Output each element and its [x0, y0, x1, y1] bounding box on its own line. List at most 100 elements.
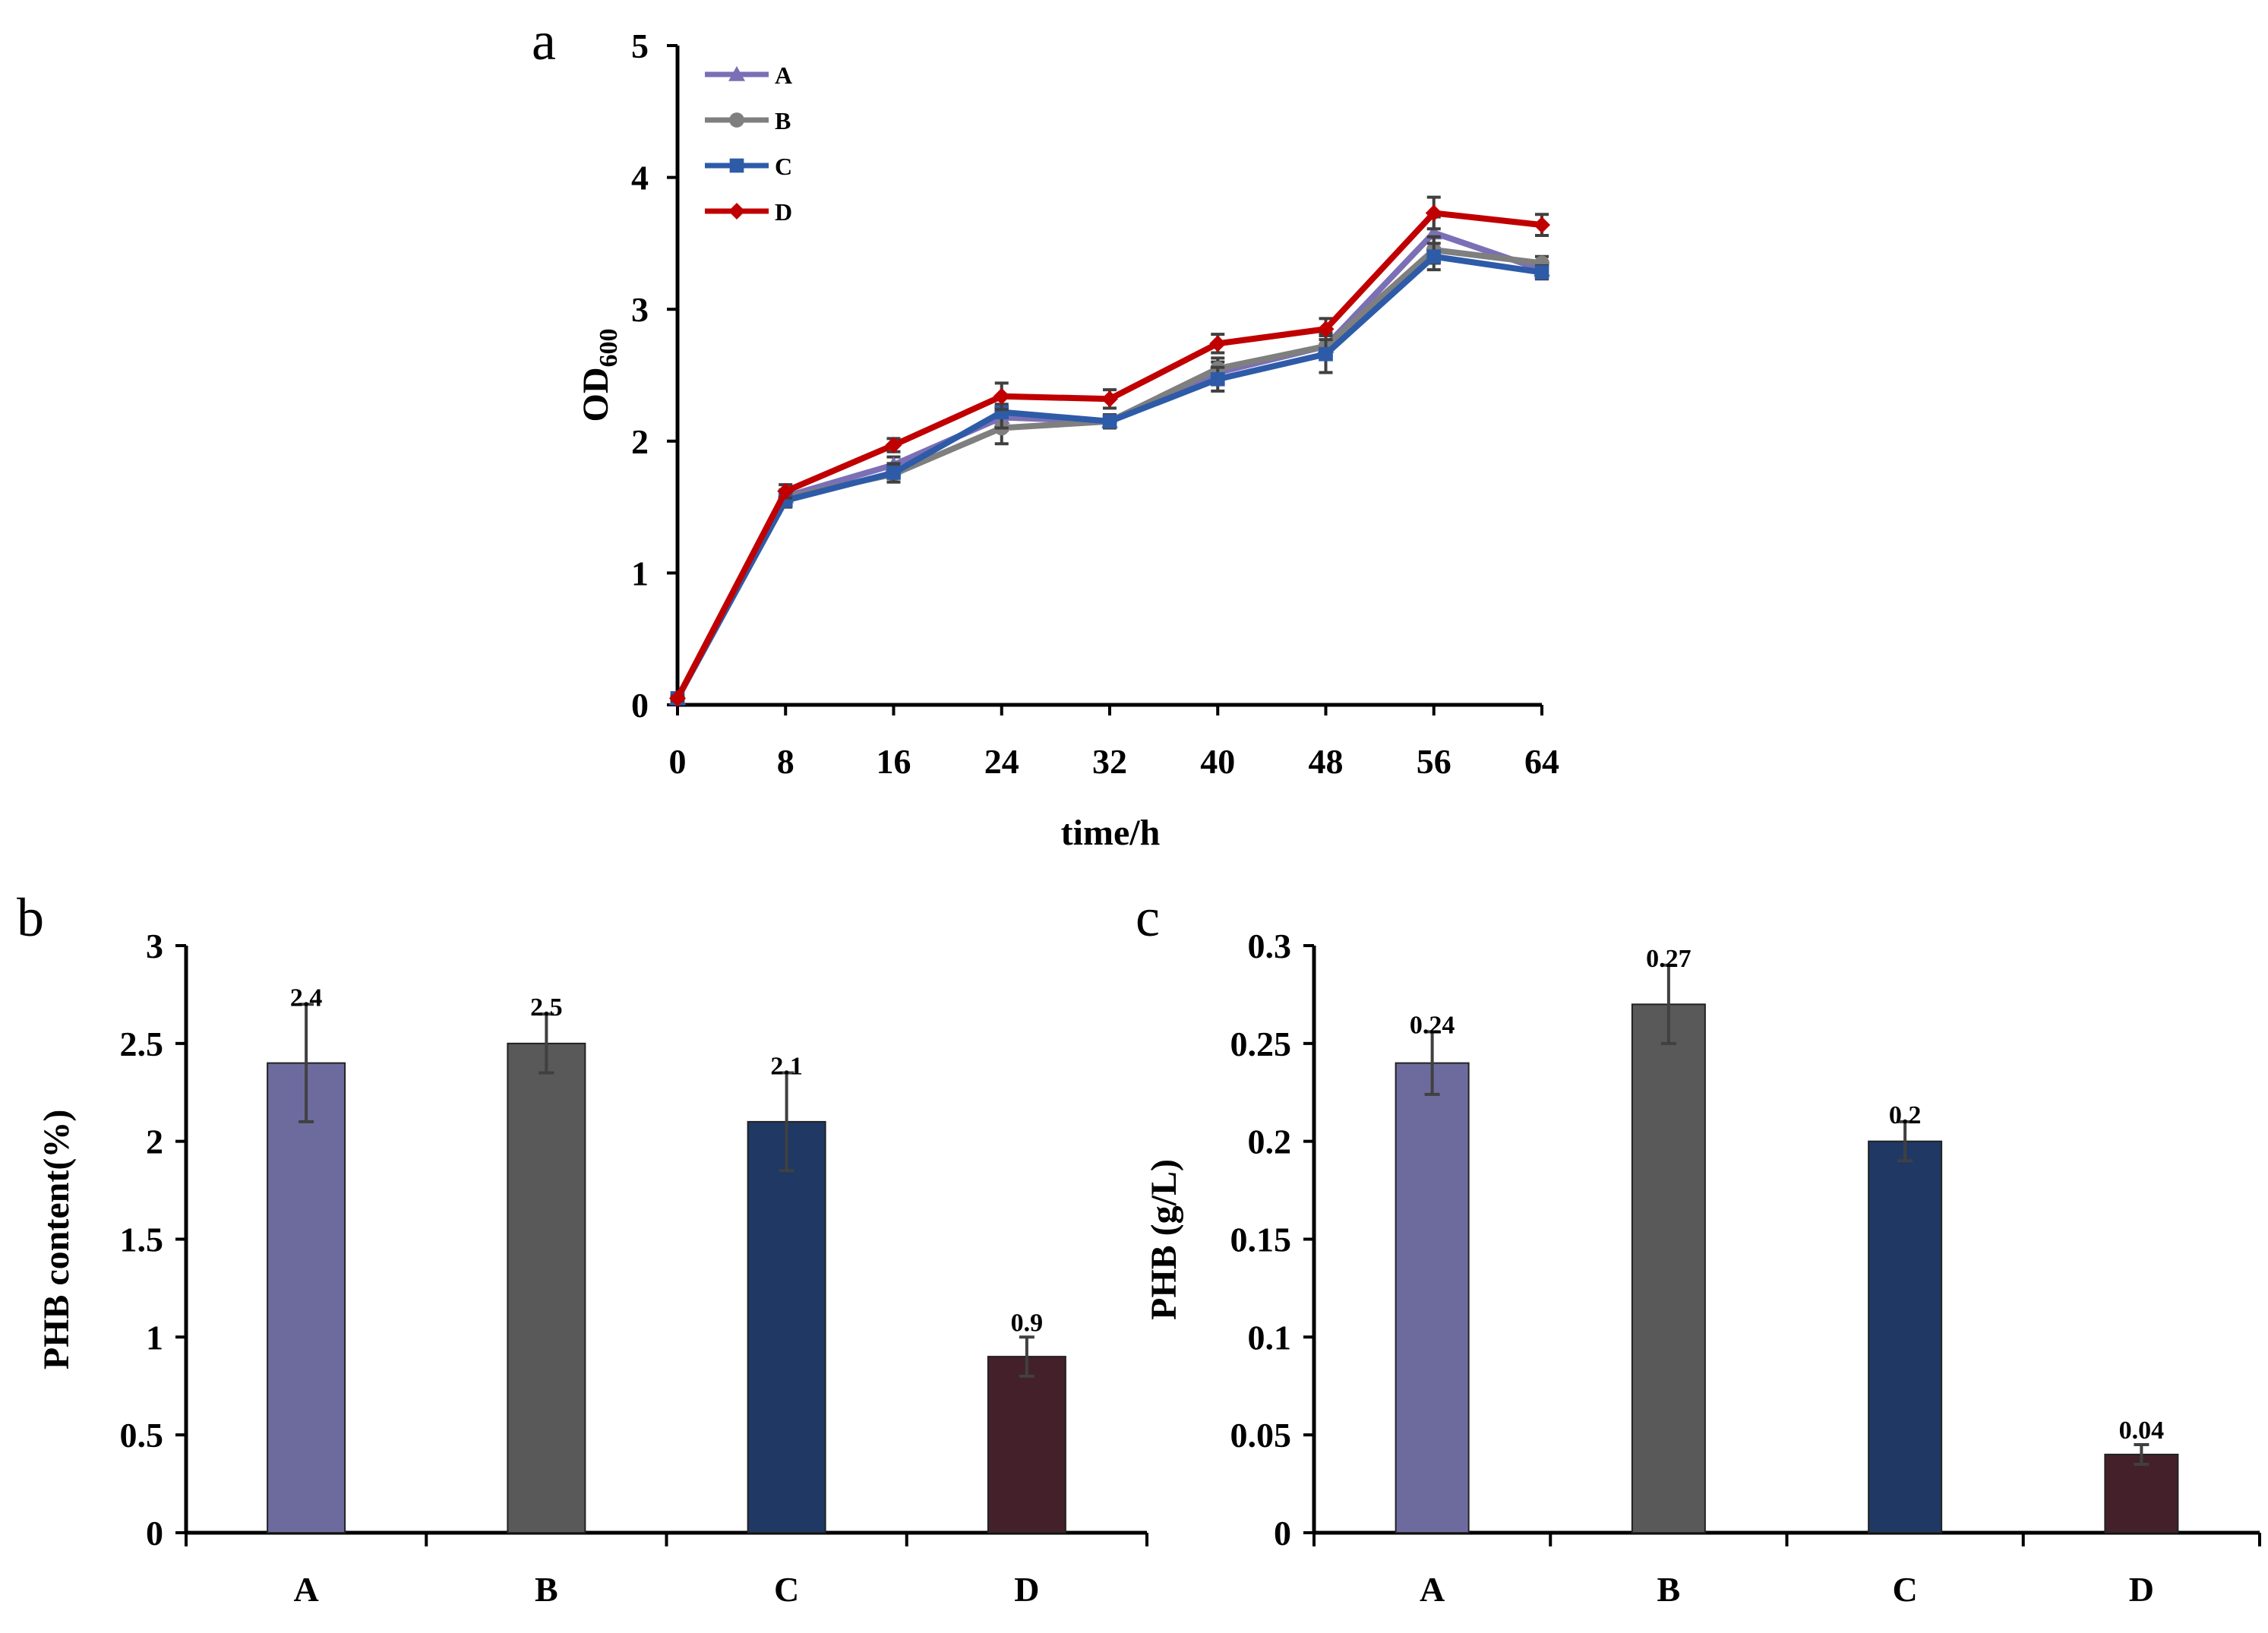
series-d-point [1534, 216, 1550, 234]
panel-a-x-ticks: 0 8 16 24 32 40 48 56 64 [669, 705, 1559, 781]
panel-c-y-tick-label: 0.1 [1248, 1318, 1292, 1357]
panel-b-y-tick-label: 3 [146, 927, 163, 965]
panel-b-y-tick-label: 2.5 [120, 1025, 164, 1063]
panel-c-error-bar-a [1424, 1030, 1440, 1096]
panel-c-bar-a [1395, 1062, 1470, 1534]
series-d-point [669, 690, 686, 707]
panel-a-y-axis-title-main: OD [576, 368, 616, 422]
panel-c-category-label-d: D [2129, 1570, 2154, 1609]
panel-a-y-tick-label: 0 [631, 686, 649, 725]
panel-b-category-label-d: D [1014, 1570, 1039, 1609]
series-c-point [1102, 414, 1117, 429]
legend-b-label: B [775, 107, 791, 134]
series-d-point [1101, 390, 1118, 408]
panel-a-x-tick-label: 0 [669, 742, 687, 781]
series-c-point [1534, 265, 1549, 280]
panel-b-bar-a [267, 1062, 346, 1534]
series-c-point [1319, 346, 1333, 362]
panel-c-y-tick-label: 0.3 [1248, 927, 1292, 965]
series-a [669, 215, 1550, 706]
panel-b-data-label-a: 2.4 [290, 984, 323, 1012]
panel-c-category-label-c: C [1893, 1570, 1918, 1609]
panel-b-error-bar-d [1019, 1335, 1034, 1378]
panel-c-bar-b [1631, 1003, 1706, 1534]
panel-c-y-ticks: 0 0.05 0.1 0.15 0.2 0.25 0.3 [1230, 927, 1314, 1552]
panel-b-error-bar-c [779, 1071, 794, 1173]
panel-c-bars: 0.24 0.27 0.2 0.04 [1395, 945, 2179, 1534]
series-b-line [674, 247, 1543, 700]
panel-c-x-ticks: A B C D [1312, 1533, 2261, 1609]
legend-d-label: D [775, 198, 792, 226]
series-b [670, 235, 1549, 706]
series-d-point [1317, 321, 1335, 338]
panel-c-y-tick-label: 0.05 [1230, 1416, 1292, 1455]
series-c-point [1210, 371, 1225, 387]
panel-c-error-bar-b [1660, 963, 1676, 1045]
panel-b-category-label-c: C [774, 1570, 799, 1609]
panel-a-y-ticks: 0 1 2 3 4 5 [631, 27, 678, 725]
panel-b-letter: b [17, 887, 44, 948]
panel-b-y-tick-label: 2 [146, 1123, 163, 1161]
panel-c-category-label-b: B [1657, 1570, 1681, 1609]
series-c-line [674, 253, 1543, 700]
panel-c-data-label-b: 0.27 [1646, 945, 1692, 973]
series-d [669, 195, 1550, 707]
panel-c-data-label-c: 0.2 [1889, 1101, 1922, 1129]
panel-a-y-axis-title: OD600 [576, 329, 623, 422]
panel-c-error-bar-d [2134, 1443, 2150, 1466]
panel-a-y-tick-label: 5 [631, 27, 649, 65]
panel-b-error-bar-a [299, 1003, 314, 1123]
panel-b-bar-b [507, 1042, 586, 1534]
panel-a-series-group [669, 195, 1550, 707]
panel-c-y-tick-label: 0 [1274, 1514, 1291, 1552]
panel-a-y-tick-label: 1 [631, 554, 649, 592]
panel-b-data-label-c: 2.1 [770, 1052, 803, 1080]
panel-b-y-tick-label: 1.5 [120, 1221, 164, 1259]
panel-c-y-tick-label: 0.15 [1230, 1221, 1292, 1259]
panel-b-data-label-b: 2.5 [530, 993, 563, 1022]
series-d-point [993, 387, 1010, 405]
panel-c-letter: c [1136, 887, 1160, 948]
panel-b-y-tick-label: 1 [146, 1318, 163, 1357]
panel-b-bar-c [747, 1120, 826, 1534]
panel-a-y-tick-label: 2 [631, 422, 649, 461]
series-d-line [674, 210, 1543, 700]
panel-c-bar-d [2104, 1453, 2179, 1534]
panel-a-y-tick-label: 3 [631, 290, 649, 329]
series-c [670, 242, 1549, 706]
panel-b-y-ticks: 0 0.5 1 1.5 2 2.5 3 [120, 927, 186, 1552]
panel-c-category-label-a: A [1420, 1570, 1445, 1609]
panel-b-y-tick-label: 0.5 [120, 1416, 164, 1455]
panel-b-data-label-d: 0.9 [1011, 1309, 1044, 1337]
series-c-point [886, 466, 901, 480]
legend-c-label: C [775, 153, 792, 180]
panel-b-category-label-b: B [535, 1570, 558, 1609]
panel-a-x-axis-title: time/h [1061, 813, 1161, 853]
panel-c-error-bar-c [1897, 1120, 1913, 1163]
panel-a-x-tick-label: 56 [1417, 742, 1451, 781]
panel-b-y-tick-label: 0 [146, 1514, 163, 1552]
series-d-point [885, 437, 902, 454]
panel-a-x-tick-label: 16 [877, 742, 911, 781]
panel-b-bar-d [987, 1356, 1066, 1534]
panel-c-y-axis-title: PHB (g/L) [1144, 1159, 1184, 1320]
legend-d-marker [728, 203, 745, 220]
panel-c-data-label-a: 0.24 [1410, 1011, 1455, 1039]
panel-b-x-ticks: A B C D [185, 1533, 1148, 1609]
panel-b-error-bar-b [539, 1012, 554, 1075]
panel-b-bars: 2.4 2.5 2.1 0.9 [267, 984, 1066, 1534]
legend-c-marker [729, 158, 744, 173]
panel-c-y-tick-label: 0.2 [1248, 1123, 1292, 1161]
panel-a-x-tick-label: 24 [984, 742, 1019, 781]
panel-c-y-tick-label: 0.25 [1230, 1025, 1292, 1063]
panel-a-x-tick-label: 64 [1524, 742, 1559, 781]
panel-a-x-tick-label: 48 [1309, 742, 1344, 781]
legend-b-marker [729, 112, 744, 128]
series-d-point [1209, 335, 1227, 352]
series-a-line [674, 229, 1543, 700]
panel-b-category-label-a: A [294, 1570, 319, 1609]
